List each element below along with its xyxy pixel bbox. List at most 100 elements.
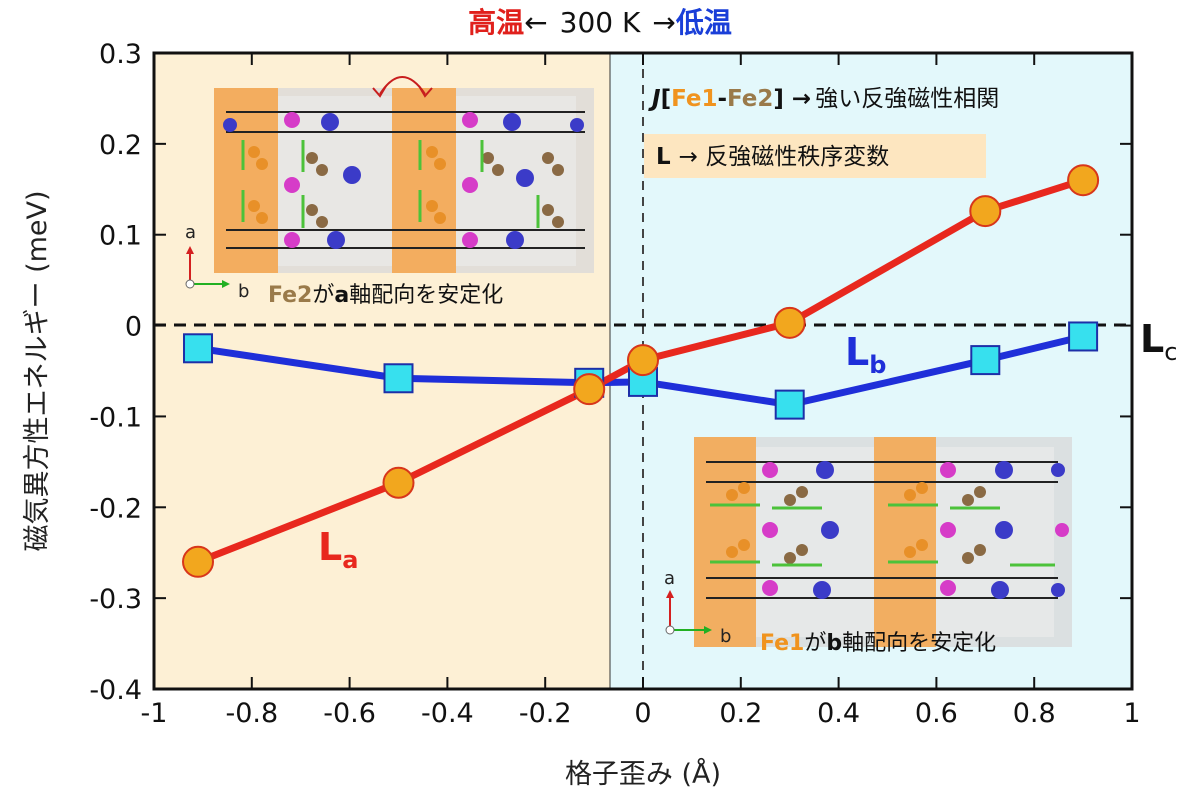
- order-parameter-annotation: L → 反強磁性秩序変数: [656, 144, 889, 170]
- x-tick-label: 0.6: [915, 698, 958, 729]
- atom-magenta: [1055, 523, 1069, 537]
- y-tick-label: -0.4: [89, 675, 142, 706]
- lc-label-main: L: [1140, 317, 1164, 361]
- atom-magenta: [940, 462, 956, 478]
- atom-fe1: [726, 546, 738, 558]
- atom-magenta: [940, 522, 956, 538]
- coupling-desc: 強い反強磁性相関: [815, 86, 999, 112]
- y-axis-title: 磁気異方性エネルギー (meV): [22, 190, 53, 551]
- atom-blue: [995, 461, 1013, 479]
- inset-bottom-rest: 軸配向を安定化: [842, 631, 996, 656]
- y-tick-label: 0.2: [99, 130, 142, 161]
- atom-fe2: [784, 494, 796, 506]
- coupling-fe2: Fe2: [727, 86, 773, 112]
- atom-magenta: [762, 462, 778, 478]
- temperature-value: 300 K: [560, 6, 641, 39]
- atom-fe2: [796, 544, 808, 556]
- series-a-label-sub: a: [342, 546, 358, 574]
- x-tick-label: -0.2: [519, 698, 572, 729]
- atom-fe1: [426, 146, 438, 158]
- series-a-label-main: L: [318, 525, 342, 569]
- inset-bottom-axis: b: [826, 631, 842, 656]
- axis-b-arrowhead-icon: [704, 626, 712, 634]
- atom-fe2: [796, 486, 808, 498]
- left-arrow: ←: [524, 6, 547, 39]
- x-tick-label: -0.6: [323, 698, 376, 729]
- series-Lb-point: [183, 333, 214, 364]
- atom-magenta: [284, 112, 300, 128]
- atom-fe2: [552, 216, 564, 228]
- atom-magenta: [762, 522, 778, 538]
- series-La-point: [182, 545, 215, 578]
- atom-fe2: [306, 152, 318, 164]
- atom-fe1: [904, 489, 916, 501]
- atom-fe1: [248, 146, 260, 158]
- series-b-label: Lb: [845, 330, 886, 379]
- atom-fe2: [482, 152, 494, 164]
- coupling-open: [: [661, 86, 672, 112]
- x-tick-label: -1: [141, 698, 168, 729]
- atom-fe1: [738, 539, 750, 551]
- inset-top-fe2-plane-right: [392, 88, 456, 273]
- axis-a-arrowhead-icon: [666, 590, 674, 598]
- swap-arrowhead-right-icon: [418, 85, 433, 98]
- series-a-label: La: [318, 525, 358, 574]
- atom-fe2: [962, 552, 974, 564]
- inset-top-axis-a-label: a: [185, 222, 196, 243]
- inset-bottom-fe: Fe1: [760, 631, 804, 656]
- order-desc: → 反強磁性秩序変数: [679, 144, 890, 170]
- atom-magenta: [940, 580, 956, 596]
- x-tick-label: 0: [634, 698, 651, 729]
- y-tick-label: -0.2: [89, 493, 142, 524]
- x-axis-title: 格子歪み (Å): [565, 758, 721, 790]
- coupling-close: ] →: [773, 86, 811, 112]
- atom-blue: [570, 118, 584, 132]
- atom-blue: [506, 231, 524, 249]
- atom-fe1: [426, 200, 438, 212]
- inset-top-fe2-plane-left: [214, 88, 278, 273]
- tick-layer: -1 -0.8 -0.6 -0.4 -0.2 0 0.2 0.4 0.6 0.8 1 0.3 0.2 0.…: [89, 39, 1140, 729]
- series-layer: [182, 164, 1100, 578]
- inset-bottom-caption: Fe1がb軸配向を安定化: [760, 631, 996, 656]
- coupling-annotation: J[Fe1-Fe2] → 強い反強磁性相関: [648, 86, 999, 112]
- atom-magenta: [762, 580, 778, 596]
- right-arrow: →: [652, 6, 675, 39]
- series-Lb-point: [774, 389, 805, 420]
- series-La-point: [773, 306, 806, 339]
- series-Lb-point: [970, 345, 1001, 376]
- y-tick-label: 0.3: [99, 39, 142, 70]
- axis-b-arrowhead-icon: [222, 280, 230, 288]
- series-La-point: [1067, 164, 1100, 197]
- y-tick-label: 0.1: [99, 221, 142, 252]
- atom-fe1: [904, 546, 916, 558]
- atom-magenta: [284, 177, 300, 193]
- atom-magenta: [284, 232, 300, 248]
- atom-blue: [516, 169, 534, 187]
- crystal-inset-bottom: a b Fe1がb軸配向を安定化: [664, 437, 1072, 656]
- atom-fe1: [726, 489, 738, 501]
- inset-bottom-axis-b-label: b: [720, 626, 731, 647]
- y-tick-label: -0.3: [89, 584, 142, 615]
- x-tick-label: 0.8: [1013, 698, 1056, 729]
- atom-blue: [995, 521, 1013, 539]
- swap-arrowhead-left-icon: [372, 85, 387, 98]
- atom-blue: [327, 231, 345, 249]
- x-tick-label: 1: [1123, 698, 1140, 729]
- y-tick-label: -0.1: [89, 402, 142, 433]
- atom-fe2: [492, 164, 504, 176]
- series-La-point: [382, 466, 415, 499]
- series-La-point: [573, 373, 606, 406]
- atom-fe1: [256, 212, 268, 224]
- inset-bottom-cell-right: [936, 447, 1054, 637]
- coupling-J: J: [648, 86, 661, 112]
- axis-origin-icon: [665, 625, 675, 635]
- series-La-point: [969, 195, 1002, 228]
- plot-frame: [152, 51, 1134, 691]
- atom-blue: [1051, 583, 1065, 597]
- series-Lb-point: [1068, 321, 1099, 352]
- coupling-fe1: Fe1: [671, 86, 717, 112]
- atom-fe2: [306, 204, 318, 216]
- temperature-header: 高温← 300 K →低温: [468, 6, 732, 39]
- inset-bottom-cell-left: [756, 447, 874, 637]
